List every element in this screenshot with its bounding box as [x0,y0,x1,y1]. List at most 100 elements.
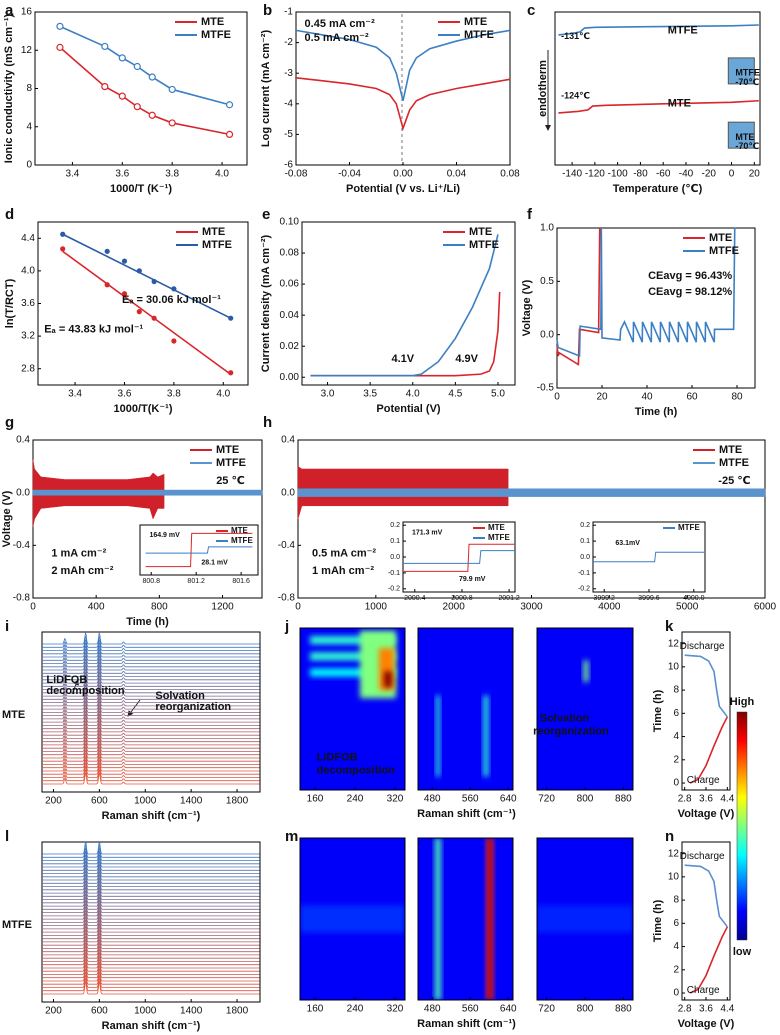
x-tick-label: 2000.8 [451,595,473,602]
y-tick-label: 0.1 [580,538,590,545]
spectrum [42,739,260,752]
x-tick-label: 800.8 [142,578,160,585]
y-tick-label: -0.4 [278,540,296,551]
legend-label: MTE [488,523,506,532]
series-label: Charge [687,985,720,996]
annotation: 25 ℃ [216,475,245,487]
spectrum [42,729,260,743]
y-tick-label: 8 [673,895,679,906]
x-tick-label: 0 [554,392,560,403]
legend-label: MTE [201,16,224,28]
spectrum [42,863,260,878]
point [60,246,66,252]
x-tick-label: 1800 [226,796,249,807]
marker [101,42,109,51]
marker [168,85,176,94]
x-tick-label: 40 [641,392,653,403]
y-tick-label: 0.0 [580,554,590,561]
series-line [145,532,253,568]
spectrum [42,697,260,710]
spectrum [42,954,260,969]
y-tick-label: 12 [668,848,680,859]
x-tick-label: 200 [45,796,62,807]
y-tick-label: 0 [673,988,679,999]
marker [118,92,126,100]
y-tick-label: 0.1 [390,538,400,545]
spectrum [42,843,260,858]
y-tick-label: 4.0 [21,266,35,277]
series-line [310,234,499,377]
fit-line [62,233,232,319]
x-tick-label: 4.4 [720,794,734,805]
legend-label: MTFE [709,245,739,257]
point [228,370,234,376]
x-tick-label: 320 [387,1004,404,1015]
spectrum [42,661,260,674]
arrow [71,679,79,695]
y-tick-label: 0 [673,778,679,789]
spectrum [42,742,260,756]
annotation: 4.1V [391,353,414,365]
x-tick-label: 1000 [134,1006,157,1017]
heatmap-area [300,838,405,1000]
x-tick-label: 4.0 [406,389,420,400]
panel-letter: h [263,414,272,431]
plot-frame [554,11,761,166]
spectrum [42,755,260,769]
spectrum [42,951,260,966]
annotation: 1 mA cm⁻² [51,548,106,560]
spectrum [42,631,260,645]
x-axis-label: Potential (V vs. Li⁺/Li) [346,183,460,195]
x-tick-label: 3.6 [699,794,713,805]
y-tick-label: 0.0 [390,554,400,561]
x-tick-label: 240 [347,794,364,805]
spectrum [42,980,260,995]
spectrum [42,635,260,648]
heat-feature [488,838,492,1000]
series-label: Charge [687,775,720,786]
y-axis-label: MTFE [2,919,32,931]
x-tick-label: -0.08 [285,169,308,180]
x-tick-label: 4.0 [215,169,229,180]
heat-feature [384,671,392,688]
legend-label: MTE [469,226,492,238]
vial [727,57,755,85]
legend-label: MTE [216,444,239,456]
heat-feature [537,905,633,933]
spectrum [42,645,260,658]
marker [56,22,64,30]
series-line [556,227,601,366]
x-tick-label: 0 [30,602,36,613]
annotation: -70℃ [735,141,759,151]
series-line [295,76,511,131]
series-line [295,29,511,101]
spectrum [42,693,260,707]
x-tick-label: 3999.2 [593,595,615,602]
spectrum [42,752,260,765]
spectrum [42,719,260,733]
x-axis-label: Time (h) [126,616,169,628]
spectrum [42,680,260,694]
x-tick-label: -120 [585,169,605,180]
y-tick-label: 2 [673,964,679,975]
x-tick-label: 20 [749,169,761,180]
x-tick-label: -40 [679,169,694,180]
annotation: reorganization [533,726,609,738]
x-tick-label: 720 [538,794,555,805]
y-axis-label: Time (h) [652,899,664,942]
y-tick-label: 0.08 [280,248,300,259]
panel-letter: k [665,618,674,635]
panel-letter: n [665,828,674,845]
x-tick-label: 1200 [211,602,234,613]
spectrum [42,902,260,917]
annotation: 4.9V [455,353,478,365]
marker [133,103,141,111]
spectrum [42,889,260,904]
point [121,291,128,297]
point [136,309,142,315]
point [228,315,234,321]
panel-letter: a [5,2,14,19]
x-tick-label: 3.8 [167,389,181,400]
y-axis-label: endotherm [537,60,549,117]
